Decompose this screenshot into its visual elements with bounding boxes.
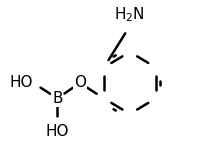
Text: H$_2$N: H$_2$N xyxy=(114,6,144,24)
Text: B: B xyxy=(52,91,62,106)
Text: HO: HO xyxy=(10,75,33,90)
Text: O: O xyxy=(73,75,85,90)
Text: HO: HO xyxy=(45,124,69,139)
